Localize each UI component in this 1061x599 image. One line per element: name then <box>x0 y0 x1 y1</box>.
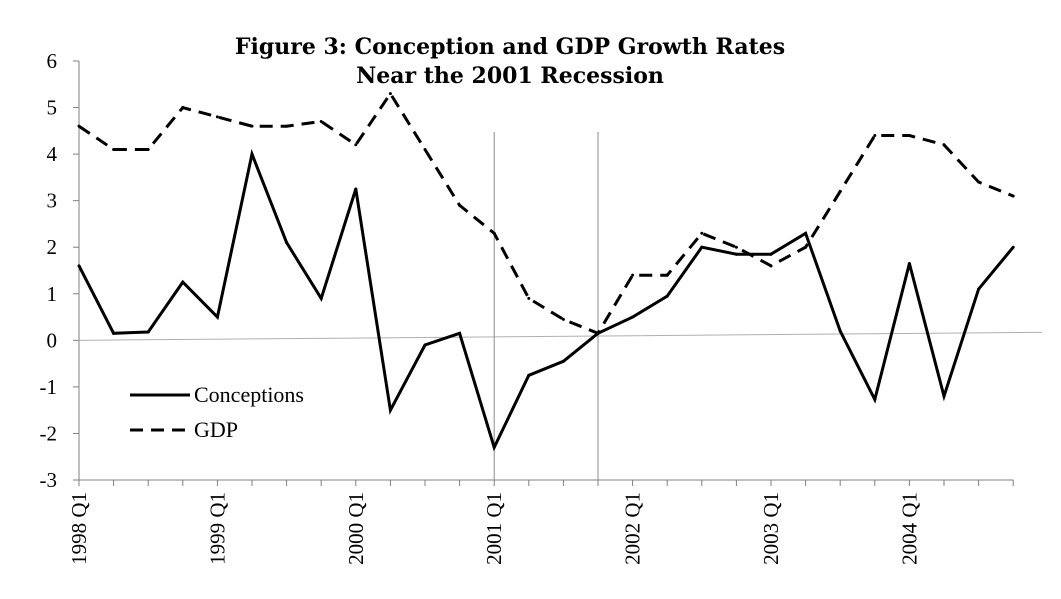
data-point-gdp <box>734 245 738 249</box>
y-tick-label: 3 <box>47 189 58 213</box>
data-point-gdp <box>942 143 946 147</box>
data-point-gdp <box>354 143 358 147</box>
data-point-conceptions <box>873 397 877 401</box>
data-point-conceptions <box>319 296 323 300</box>
series-layer <box>77 90 1015 452</box>
y-tick-label: 6 <box>47 49 58 73</box>
data-point-gdp <box>319 120 323 124</box>
data-point-conceptions <box>942 394 946 398</box>
data-point-conceptions <box>146 330 150 334</box>
data-point-gdp <box>112 147 116 151</box>
x-tick-label: 2004 Q1 <box>897 492 921 565</box>
data-point-conceptions <box>804 231 808 235</box>
data-point-gdp <box>458 203 462 207</box>
data-point-gdp <box>907 133 911 137</box>
data-point-gdp <box>181 106 185 110</box>
data-point-conceptions <box>77 264 81 268</box>
data-point-gdp <box>250 124 254 128</box>
y-tick-label: 2 <box>47 235 58 259</box>
data-point-conceptions <box>700 245 704 249</box>
x-tick-label: 2002 Q1 <box>621 492 645 565</box>
legend: Conceptions GDP <box>130 382 304 442</box>
y-tick-label: -3 <box>40 468 58 492</box>
data-point-conceptions <box>215 315 219 319</box>
data-point-gdp <box>285 124 289 128</box>
y-tick-label: 0 <box>47 328 58 352</box>
axes-group: 6 5 4 3 2 1 0 -1 -2 -3 1998 Q1 1999 Q1 2000 Q1 2001 Q… <box>40 49 1043 565</box>
series-line-gdp <box>78 90 1014 336</box>
data-point-conceptions <box>838 329 842 333</box>
x-tick-label: 2001 Q1 <box>482 492 506 565</box>
data-point-conceptions <box>977 287 981 291</box>
y-tick-label: 1 <box>47 282 58 306</box>
data-point-conceptions <box>769 252 773 256</box>
data-point-gdp <box>769 264 773 268</box>
data-point-conceptions <box>423 343 427 347</box>
series-line-conceptions <box>77 148 1015 452</box>
y-tick-label: 5 <box>47 96 58 120</box>
data-point-conceptions <box>734 252 738 256</box>
x-tick-label: 1998 Q1 <box>67 492 91 565</box>
data-point-gdp <box>631 273 635 277</box>
data-point-conceptions <box>907 262 911 266</box>
data-point-gdp <box>146 147 150 151</box>
data-point-gdp <box>215 115 219 119</box>
legend-label-conceptions: Conceptions <box>194 382 304 407</box>
data-point-conceptions <box>354 187 358 191</box>
data-point-gdp <box>838 189 842 193</box>
y-tick-label: -1 <box>40 375 58 399</box>
data-point-gdp <box>77 124 81 128</box>
data-point-gdp <box>388 92 392 96</box>
data-point-gdp <box>1011 194 1015 198</box>
data-point-conceptions <box>181 280 185 284</box>
zero-line <box>78 331 1043 341</box>
x-tick-label: 1999 Q1 <box>205 492 229 565</box>
data-point-conceptions <box>492 445 496 449</box>
data-point-conceptions <box>631 315 635 319</box>
legend-label-gdp: GDP <box>194 417 238 442</box>
data-point-gdp <box>527 296 531 300</box>
chart-title: Figure 3: Conception and GDP Growth Rate… <box>235 34 785 60</box>
data-point-conceptions <box>285 241 289 245</box>
data-point-gdp <box>665 273 669 277</box>
data-point-conceptions <box>561 359 565 363</box>
data-point-gdp <box>596 331 600 335</box>
data-point-conceptions <box>1011 245 1015 249</box>
data-point-gdp <box>492 231 496 235</box>
data-point-gdp <box>423 147 427 151</box>
recession-markers <box>493 132 599 480</box>
x-tick-label: 2003 Q1 <box>759 492 783 565</box>
y-tick-label: -2 <box>40 421 58 445</box>
x-tick-label: 2000 Q1 <box>344 492 368 565</box>
data-point-gdp <box>804 245 808 249</box>
data-point-conceptions <box>112 331 116 335</box>
y-tick-label: 4 <box>47 142 58 166</box>
data-point-conceptions <box>458 331 462 335</box>
data-point-gdp <box>977 180 981 184</box>
data-point-conceptions <box>527 373 531 377</box>
data-point-conceptions <box>388 408 392 412</box>
data-point-conceptions <box>665 294 669 298</box>
data-point-gdp <box>561 317 565 321</box>
chart-subtitle: Near the 2001 Recession <box>356 63 664 89</box>
data-point-gdp <box>873 133 877 137</box>
data-point-gdp <box>700 231 704 235</box>
data-point-conceptions <box>250 152 254 156</box>
